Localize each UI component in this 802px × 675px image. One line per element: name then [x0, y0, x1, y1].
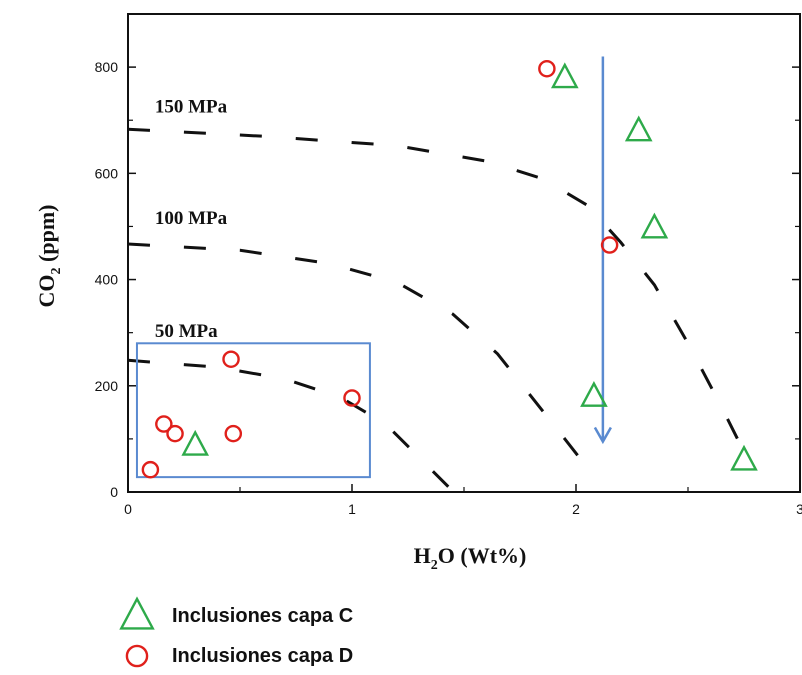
highlight-box [135, 342, 371, 479]
circle-data-point [343, 389, 361, 407]
x-tick-label: 0 [124, 501, 132, 517]
isobar-curve [127, 242, 596, 478]
circle-data-point [222, 350, 240, 368]
annotation-layer [135, 56, 612, 479]
legend: Inclusiones capa C Inclusiones capa D [119, 596, 353, 668]
legend-circle-icon [125, 644, 149, 668]
isobar-layer [127, 127, 753, 488]
isobar-label: 50 MPa [155, 321, 218, 342]
triangle-data-point [580, 381, 608, 407]
y-tick-label: 800 [95, 59, 119, 75]
triangle-data-point [550, 62, 579, 89]
isobar-label-layer: 150 MPa 100 MPa 50 MPa [155, 96, 228, 342]
isobar-label: 100 MPa [155, 208, 228, 229]
circle-data-point [224, 424, 243, 443]
triangle-data-point [730, 444, 758, 471]
circle-data-point [155, 415, 173, 433]
y-tick-label: 200 [95, 378, 119, 394]
y-tick-label: 600 [95, 165, 119, 181]
isobar-curve [127, 127, 753, 467]
circle-data-point [600, 236, 619, 254]
circle-data-point [141, 460, 160, 479]
x-tick-label: 3 [796, 501, 802, 517]
triangle-data-point [640, 212, 669, 239]
legend-label: Inclusiones capa D [172, 645, 353, 667]
circle-data-point [166, 424, 184, 443]
circle-data-point [538, 59, 556, 78]
triangle-data-point [181, 429, 210, 456]
legend-triangle-icon [119, 596, 155, 630]
point-layer [141, 59, 758, 479]
y-axis-label: CO2 (ppm) [34, 205, 64, 308]
y-tick-label: 0 [110, 484, 118, 500]
x-tick-label: 2 [572, 501, 580, 517]
isobar-curve [127, 358, 450, 488]
triangle-data-point [624, 115, 653, 142]
x-tick-label: 1 [348, 501, 356, 517]
x-axis-label: H2O (Wt%) [414, 543, 527, 573]
legend-label: Inclusiones capa C [172, 605, 353, 627]
y-tick-label: 400 [95, 272, 119, 288]
axes-layer: 0 1 2 3 0 200 400 600 800 [95, 59, 802, 517]
isobar-label: 150 MPa [155, 96, 228, 117]
plot-frame [127, 13, 801, 493]
arrow-head [593, 426, 612, 445]
